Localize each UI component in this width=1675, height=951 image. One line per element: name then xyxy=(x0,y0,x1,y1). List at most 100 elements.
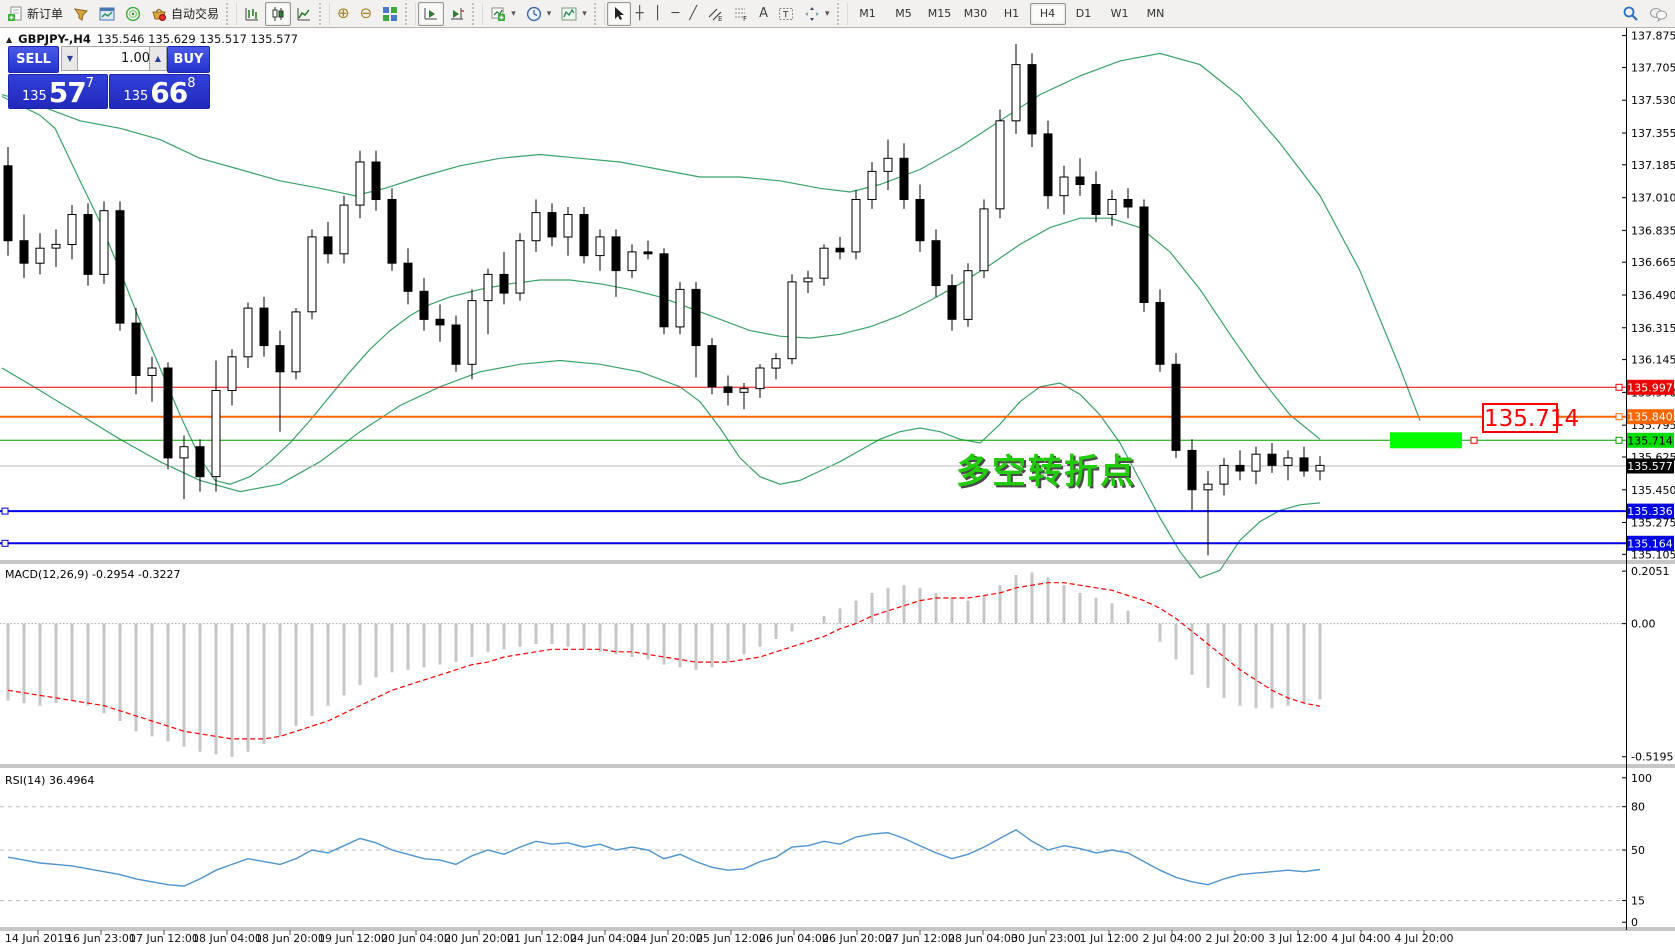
candle-body xyxy=(99,210,109,275)
price-callout-box[interactable]: 135.714 xyxy=(1482,403,1579,433)
zoom-out-button[interactable]: ⊖ xyxy=(355,2,378,26)
indicators-button[interactable]: ▾ xyxy=(556,2,592,26)
chart-window-icon xyxy=(99,7,115,20)
timeframe-button-H1[interactable]: H1 xyxy=(1003,7,1020,20)
line-anchor[interactable] xyxy=(1615,383,1623,391)
svg-text:F: F xyxy=(743,15,747,22)
price-badge xyxy=(1627,503,1674,519)
line-anchor[interactable] xyxy=(1,539,9,547)
zoom-in-button[interactable]: ⊕ xyxy=(332,2,355,26)
candle-body xyxy=(147,367,157,376)
sell-price-button[interactable]: 135 57 7 xyxy=(8,74,108,109)
chat-icon xyxy=(1650,7,1667,22)
chart-canvas[interactable]: 137.875 137.705 137.530 137.355 137.185 137.0… xyxy=(0,28,1675,951)
chat-button[interactable] xyxy=(1644,2,1673,26)
chart-text-annotation[interactable]: 多空转折点 xyxy=(956,452,1136,492)
price-badge xyxy=(1627,432,1674,448)
time-tick-label: 18 Jun 20:00 xyxy=(255,932,325,945)
vertical-line-tool-button[interactable]: │ xyxy=(649,2,667,26)
market-button[interactable] xyxy=(68,2,94,26)
line-anchor[interactable] xyxy=(1,507,9,515)
candle-body xyxy=(883,157,893,172)
candle-body xyxy=(675,288,685,328)
auto-scroll-button[interactable] xyxy=(418,1,445,26)
cursor-tool-button[interactable] xyxy=(606,1,631,26)
bar-chart-icon xyxy=(245,7,259,20)
new-chart-button[interactable]: ▾ xyxy=(485,2,521,26)
timeframe-button-M30[interactable]: M30 xyxy=(963,7,988,20)
volume-increase-button[interactable]: ▲ xyxy=(149,46,167,71)
toolbar: 新订单 自动交易 xyxy=(0,0,1675,28)
price-tick-label: 136.315 xyxy=(1631,322,1675,335)
candle-body xyxy=(1059,176,1069,197)
highlight-rectangle[interactable] xyxy=(1390,432,1462,449)
tile-windows-button[interactable] xyxy=(377,2,403,26)
buy-button[interactable]: BUY xyxy=(167,46,210,73)
chart-window-button[interactable] xyxy=(94,2,120,26)
chart-title: ▲ GBPJPY-,H4 135.546 135.629 135.517 135… xyxy=(6,32,298,46)
line-anchor[interactable] xyxy=(1615,436,1623,444)
timeframe-button-D1[interactable]: D1 xyxy=(1075,7,1092,20)
channel-tool-button[interactable]: E xyxy=(702,2,728,26)
time-tick-label: 28 Jun 04:00 xyxy=(948,932,1018,945)
new-order-label: 新订单 xyxy=(27,7,64,21)
candle-body xyxy=(851,199,861,253)
timeframe-button-M5[interactable]: M5 xyxy=(895,7,912,20)
label-tool-button[interactable]: T xyxy=(773,2,799,26)
timeframe-button-H4[interactable]: H4 xyxy=(1029,2,1066,25)
candlesticks xyxy=(3,44,1325,556)
shapes-tool-button[interactable]: ▾ xyxy=(799,2,835,26)
trendline-tool-button[interactable]: ╱ xyxy=(684,2,702,26)
price-badge-label: 135.997 xyxy=(1627,381,1673,394)
bollinger-middle-band xyxy=(1,95,1321,485)
bar-chart-button[interactable] xyxy=(239,2,265,26)
rsi-line xyxy=(7,828,1321,887)
horizontal-line-tool-button[interactable]: ─ xyxy=(666,2,684,26)
sell-price-pip: 7 xyxy=(85,76,95,91)
sell-button[interactable]: SELL xyxy=(8,46,59,73)
callout-anchor[interactable] xyxy=(1470,436,1478,444)
chart-shift-button[interactable] xyxy=(444,2,470,26)
periods-button[interactable]: ▾ xyxy=(521,2,557,26)
candle-body xyxy=(243,307,253,358)
crosshair-icon: ┼ xyxy=(635,6,644,21)
candle-body xyxy=(643,251,653,255)
candle-body xyxy=(819,247,829,279)
fibonacci-tool-button[interactable]: F xyxy=(728,2,754,26)
candle-body xyxy=(419,290,429,320)
buy-price-button[interactable]: 135 66 8 xyxy=(109,74,210,109)
volume-input[interactable]: 1.00 xyxy=(77,46,157,71)
candle-body xyxy=(163,367,173,459)
line-chart-button[interactable] xyxy=(291,2,317,26)
search-button[interactable] xyxy=(1617,2,1644,26)
signals-button[interactable] xyxy=(120,2,146,26)
autotrading-button[interactable]: 自动交易 xyxy=(146,2,224,26)
candlestick-chart-button[interactable] xyxy=(265,1,292,26)
dropdown-caret-icon: ▾ xyxy=(546,8,552,19)
candle-body xyxy=(275,345,285,373)
macd-indicator-label: MACD(12,26,9) -0.2954 -0.3227 xyxy=(5,568,180,581)
timeframe-button-W1[interactable]: W1 xyxy=(1110,7,1129,20)
funnel-icon xyxy=(73,7,89,21)
candle-body xyxy=(1251,453,1261,472)
channel-icon: E xyxy=(708,8,723,22)
timeframe-button-M1[interactable]: M1 xyxy=(859,7,876,20)
new-order-button[interactable]: 新订单 xyxy=(2,2,68,26)
crosshair-tool-button[interactable]: ┼ xyxy=(631,2,649,26)
candle-body xyxy=(563,214,573,238)
text-tool-button[interactable]: A xyxy=(754,2,773,26)
price-badge-label: 135.164 xyxy=(1627,537,1673,550)
macd-pane: 0.2051 0.00 -0.5195 MACD(12,26,9) -0.2954 -… xyxy=(0,565,1673,764)
timeframe-button-M15[interactable]: M15 xyxy=(927,7,952,20)
price-tick-label: 135.105 xyxy=(1631,548,1675,561)
price-badge xyxy=(1627,458,1674,474)
time-tick-label: 24 Jun 04:00 xyxy=(570,932,640,945)
timeframe-button-MN[interactable]: MN xyxy=(1146,7,1165,20)
collapse-icon[interactable]: ▲ xyxy=(6,34,13,44)
candle-body xyxy=(931,240,941,287)
line-anchor[interactable] xyxy=(1615,413,1623,421)
dropdown-caret-icon: ▾ xyxy=(582,8,587,19)
time-tick-label: 16 Jun 23:00 xyxy=(66,932,136,945)
svg-text:T: T xyxy=(782,10,789,20)
